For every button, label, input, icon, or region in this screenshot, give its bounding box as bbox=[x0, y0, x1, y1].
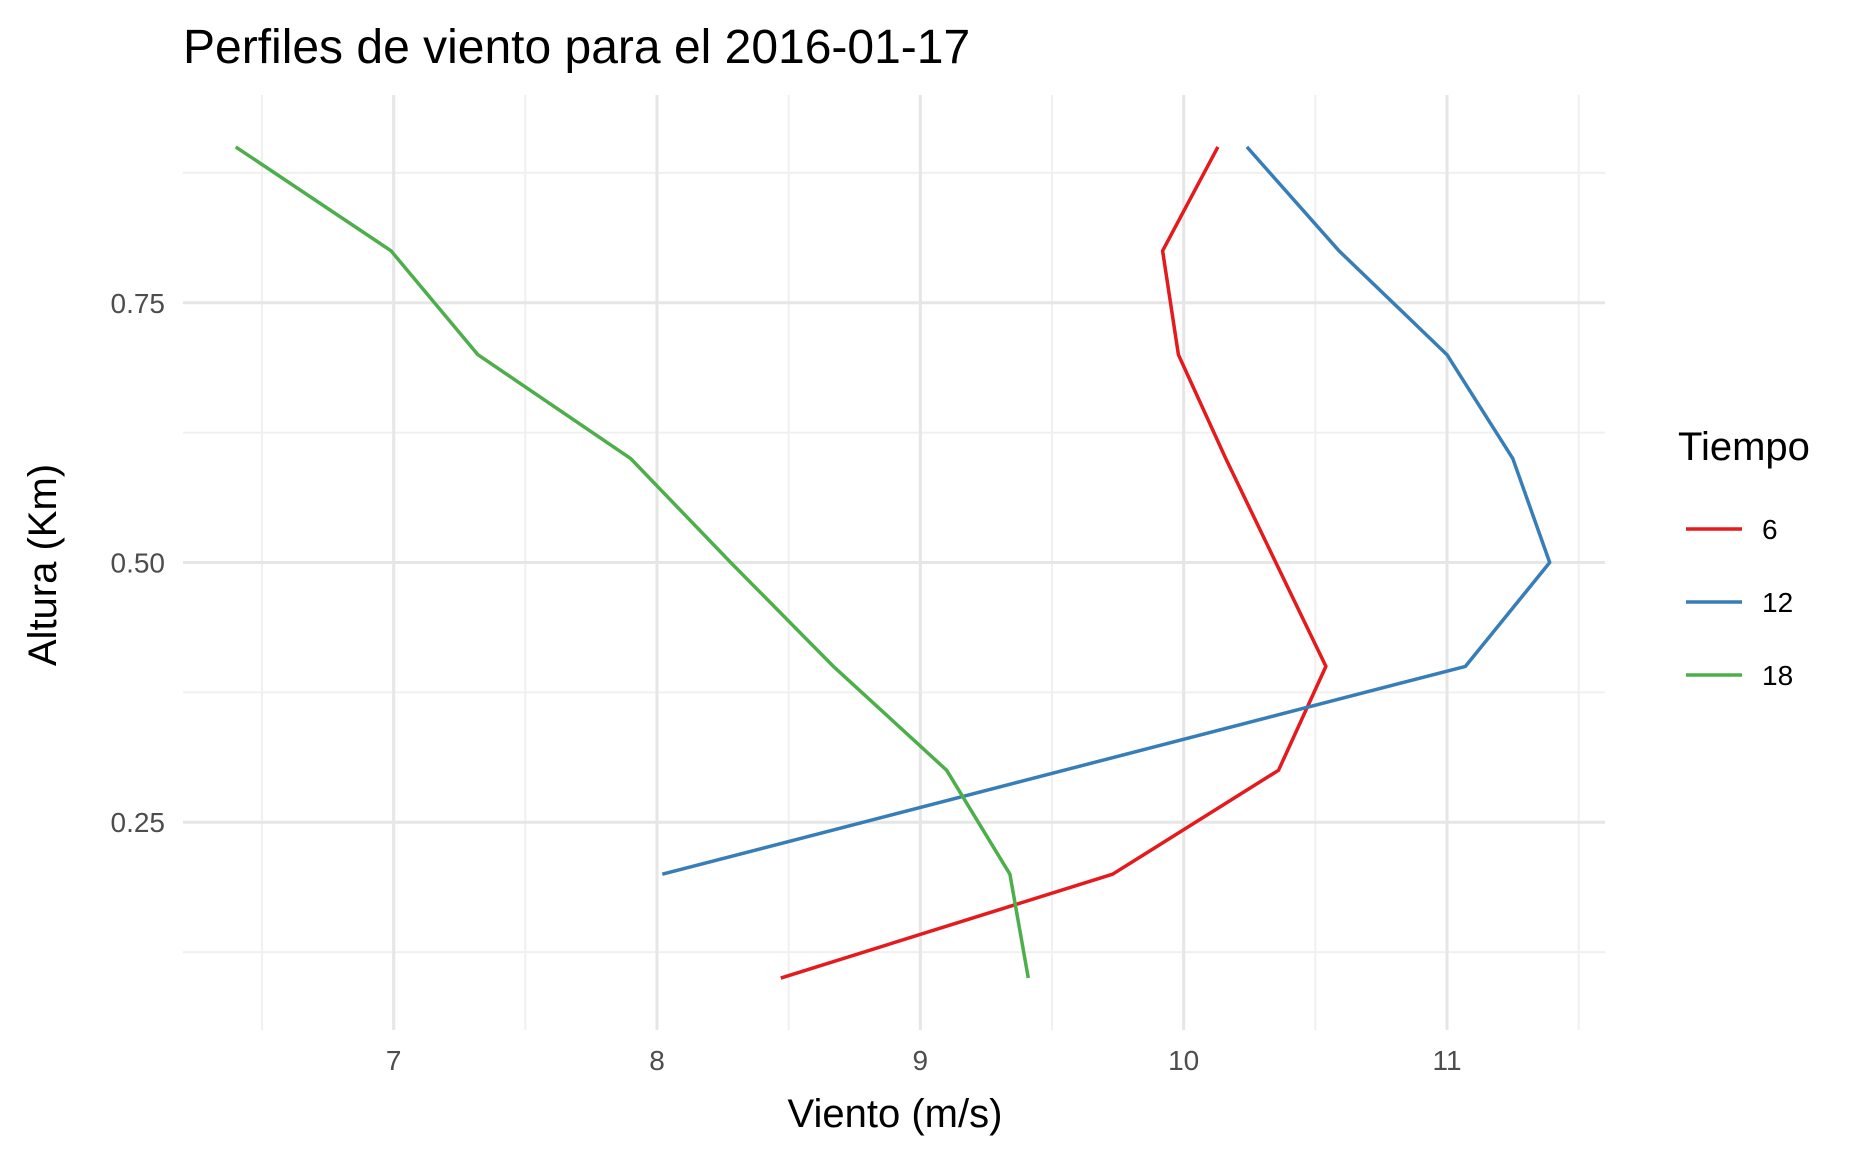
legend-label-6: 6 bbox=[1762, 514, 1778, 545]
y-axis-title: Altura (Km) bbox=[21, 464, 65, 666]
x-tick-label: 9 bbox=[913, 1045, 929, 1076]
legend: Tiempo 6 12 18 bbox=[1678, 425, 1810, 691]
legend-label-18: 18 bbox=[1762, 660, 1793, 691]
y-tick-label: 0.75 bbox=[111, 288, 166, 319]
grid-layer bbox=[183, 95, 1605, 1030]
axis-layer: 7 8 9 10 11 0.25 0.50 0.75 bbox=[111, 288, 1462, 1076]
legend-items: 6 12 18 bbox=[1686, 514, 1793, 691]
legend-label-12: 12 bbox=[1762, 587, 1793, 618]
series-line-6 bbox=[780, 146, 1328, 980]
series-line-12 bbox=[661, 145, 1552, 876]
y-tick-label: 0.50 bbox=[111, 548, 166, 579]
series-line-18 bbox=[234, 145, 1031, 979]
series-layer bbox=[234, 145, 1552, 980]
x-tick-label: 11 bbox=[1432, 1045, 1461, 1076]
x-tick-label: 7 bbox=[386, 1045, 402, 1076]
x-tick-label: 8 bbox=[649, 1045, 665, 1076]
x-tick-label: 10 bbox=[1168, 1045, 1199, 1076]
legend-title: Tiempo bbox=[1678, 425, 1810, 469]
chart-title: Perfiles de viento para el 2016-01-17 bbox=[183, 21, 970, 74]
y-tick-label: 0.25 bbox=[111, 807, 166, 838]
x-axis-title: Viento (m/s) bbox=[788, 1092, 1003, 1136]
